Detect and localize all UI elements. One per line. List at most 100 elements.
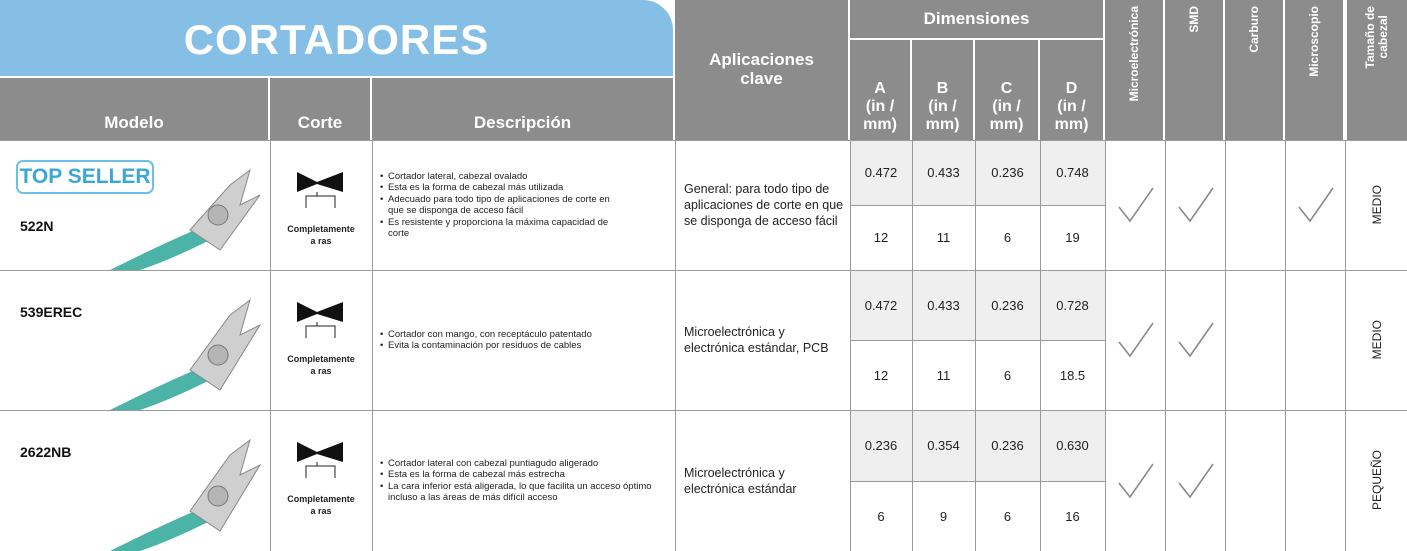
size-text: MEDIO <box>1370 185 1384 225</box>
cell-border <box>912 270 913 410</box>
dim-mm: 6 <box>877 508 885 524</box>
cell-border <box>850 270 851 410</box>
checkmark <box>1118 322 1154 358</box>
dim-inch: 0.630 <box>1056 438 1089 453</box>
cell-border <box>372 270 373 410</box>
cell-border <box>0 140 1407 141</box>
cut-bracket <box>305 192 336 208</box>
header-dim: A (in / mm) <box>850 40 910 140</box>
cell-border <box>1345 410 1346 551</box>
check-stroke <box>1118 463 1154 498</box>
header-size: Tamaño de cabezal <box>1347 0 1407 140</box>
description-item: Evita la contaminación por residuos de c… <box>380 340 670 352</box>
description-cell: Cortador lateral, cabezal ovaladoEsta es… <box>380 140 670 270</box>
size-text: PEQUEÑO <box>1370 450 1384 511</box>
size-text: MEDIO <box>1370 320 1384 360</box>
description-cell: Cortador lateral con cabezal puntiagudo … <box>380 410 670 551</box>
description-item: Cortador con mango, con receptáculo pate… <box>380 329 670 341</box>
cell-border <box>1225 410 1226 551</box>
dim-mm: 11 <box>936 230 951 245</box>
dim-inch: 0.354 <box>927 438 960 453</box>
cell-border <box>1105 410 1106 551</box>
dim-inch: 0.472 <box>864 165 898 180</box>
cut-label: Completamente a ras <box>287 224 355 246</box>
pliers-image <box>110 298 262 410</box>
applications-cell: Microelectrónica y electrónica estándar <box>684 465 797 496</box>
dim-inch: 0.728 <box>1056 297 1089 313</box>
cell-border <box>912 410 913 551</box>
cell-border <box>372 410 373 551</box>
cell-border <box>675 270 676 410</box>
pliers-handle <box>110 511 210 551</box>
cell-border <box>975 140 976 270</box>
dim-inch: 0.236 <box>991 165 1024 180</box>
dim-mm: 12 <box>873 367 889 383</box>
header-flag-text: Microelectrónica <box>1126 6 1141 102</box>
size-cell: MEDIO <box>1347 140 1407 270</box>
cell-border <box>1285 140 1286 270</box>
pliers-handle <box>110 230 210 270</box>
description-list: Cortador con mango, con receptáculo pate… <box>380 329 670 352</box>
header-flag: SMD <box>1165 0 1223 140</box>
cell-border <box>912 140 913 270</box>
model-name: 2622NB <box>20 444 72 460</box>
header-flag: Carburo <box>1225 0 1283 140</box>
applications-cell: Microelectrónica y electrónica estándar,… <box>684 325 829 355</box>
cell-border <box>1165 410 1166 551</box>
check-stroke <box>1118 187 1154 223</box>
header-dim: B (in / mm) <box>912 40 973 140</box>
cell-border <box>1285 410 1286 551</box>
dim-mm: 9 <box>939 508 948 524</box>
applications-cell: General: para todo tipo de aplicaciones … <box>684 182 844 228</box>
cell-border <box>850 340 1105 341</box>
cell-border <box>1040 140 1041 270</box>
description-list: Cortador lateral, cabezal ovaladoEsta es… <box>380 171 620 240</box>
header-cut: Corte <box>270 78 370 140</box>
dim-mm: 12 <box>873 230 889 245</box>
cell-border <box>1040 270 1041 410</box>
header-dimensions: Dimensiones <box>850 0 1103 38</box>
cell-border <box>1165 140 1166 270</box>
cell-border <box>1165 270 1166 410</box>
cell-border <box>975 270 976 410</box>
cut-bracket <box>305 322 336 338</box>
dim-mm: 18.5 <box>1059 367 1086 383</box>
cell-border <box>0 410 1407 411</box>
cell-border <box>850 481 1105 482</box>
dim-inch: 0.236 <box>991 297 1024 313</box>
pliers-rivet <box>207 485 229 507</box>
pliers-head <box>189 438 262 532</box>
description-list: Cortador lateral con cabezal puntiagudo … <box>380 458 670 504</box>
description-item: Esta es la forma de cabezal más estrecha <box>380 469 670 481</box>
header-dim: C (in / mm) <box>975 40 1038 140</box>
cut-icon <box>297 172 343 208</box>
checkmark <box>1118 187 1154 223</box>
check-stroke <box>1118 322 1154 358</box>
check-stroke <box>1178 322 1214 358</box>
cell-border <box>850 205 1105 206</box>
header-applications: Aplicaciones clave <box>675 0 848 140</box>
cell-border <box>270 410 271 551</box>
cut-icon <box>297 442 343 478</box>
cell-border <box>0 270 1407 271</box>
description-cell: Cortador con mango, con receptáculo pate… <box>380 270 670 410</box>
dim-mm: 19 <box>1065 230 1080 245</box>
description-item: Cortador lateral con cabezal puntiagudo … <box>380 458 670 470</box>
header-flag-text: Microscopio <box>1306 6 1321 77</box>
cell-border <box>1285 270 1286 410</box>
model-name: 522N <box>20 218 54 234</box>
check-stroke <box>1298 187 1334 223</box>
header-dim: D (in / mm) <box>1040 40 1103 140</box>
cell-border <box>675 410 676 551</box>
description-item: Esta es la forma de cabezal más utilizad… <box>380 182 620 194</box>
dim-inch: 0.236 <box>864 438 898 453</box>
cell-border <box>975 410 976 551</box>
size-cell: MEDIO <box>1347 270 1407 410</box>
dim-inch: 0.433 <box>927 297 960 313</box>
checkmark <box>1298 187 1334 223</box>
checkmark <box>1118 463 1154 498</box>
dim-mm: 16 <box>1065 508 1080 524</box>
dim-mm: 6 <box>1003 508 1012 524</box>
top-seller-badge: TOP SELLER <box>16 160 154 194</box>
cut-label: Completamente a ras <box>287 354 355 376</box>
